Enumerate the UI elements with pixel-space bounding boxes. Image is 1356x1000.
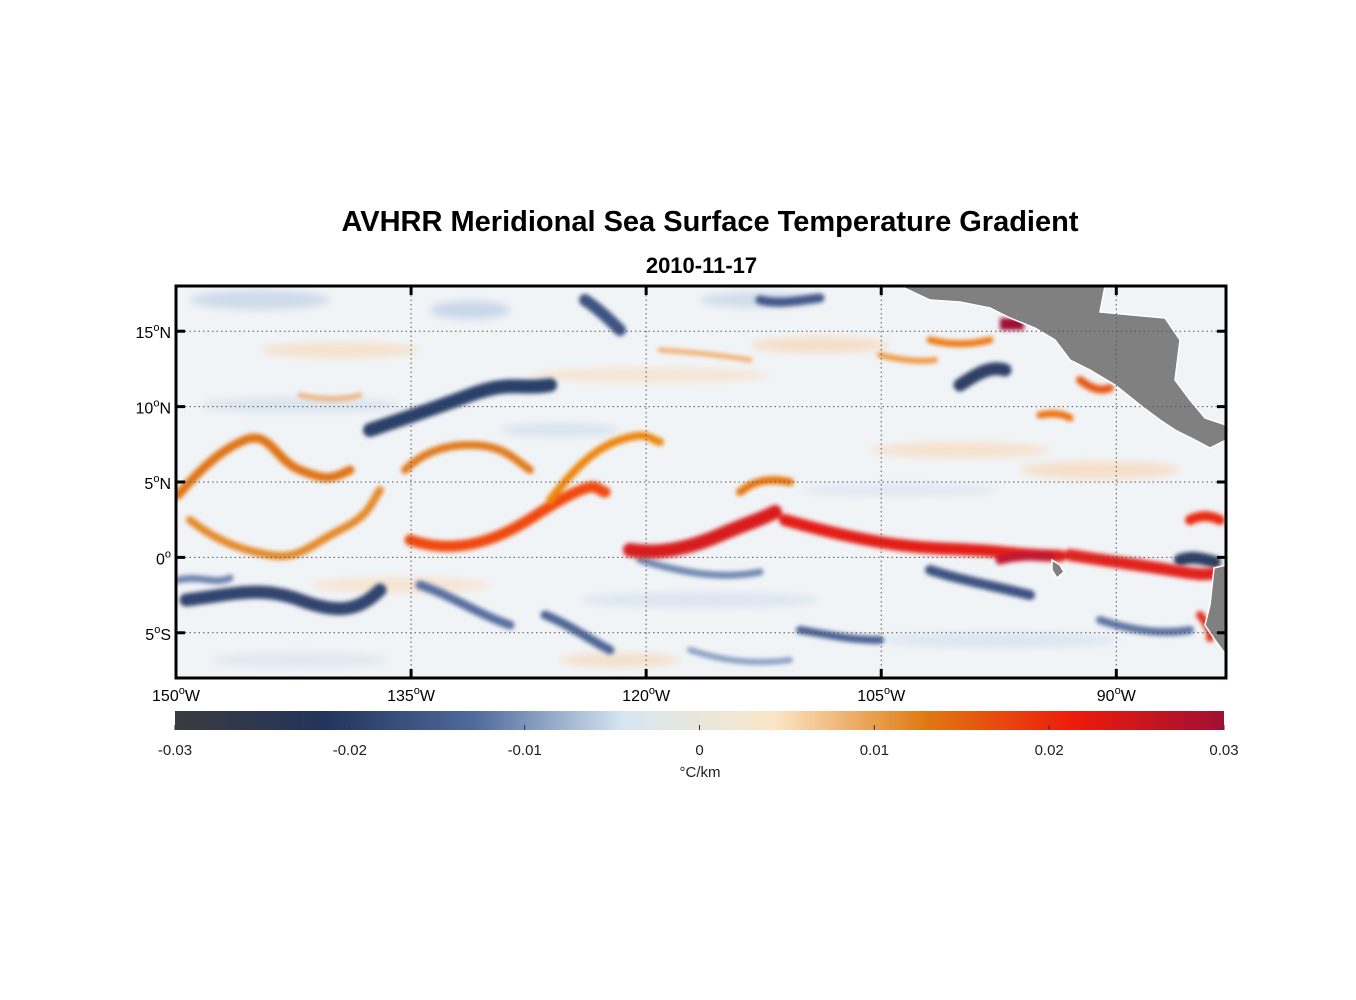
lon-tick-label: 90oW <box>1097 685 1137 705</box>
colorbar-tick-label: 0.03 <box>1209 742 1238 759</box>
figure-subtitle: 2010-11-17 <box>645 253 758 278</box>
colorbar-tick-label: 0.01 <box>860 742 889 759</box>
colorbar: -0.03 -0.02 -0.01 0 0.01 0.02 0.03 °C/km <box>158 711 1239 781</box>
warm-features <box>176 318 1226 642</box>
lon-tick-label: 135oW <box>387 685 436 705</box>
colorbar-tick-label: -0.03 <box>158 742 192 759</box>
colorbar-gradient <box>175 711 1224 730</box>
colorbar-tick-label: 0.02 <box>1035 742 1064 759</box>
lon-tick-label: 120oW <box>622 685 671 705</box>
lat-tick-label: 0o <box>156 548 171 568</box>
lon-tick-label: 150oW <box>152 685 201 705</box>
colorbar-unit-label: °C/km <box>680 764 721 781</box>
lat-tick-label: 5oN <box>144 473 171 493</box>
colorbar-ticks: -0.03 -0.02 -0.01 0 0.01 0.02 0.03 <box>158 725 1239 759</box>
figure-title: AVHRR Meridional Sea Surface Temperature… <box>341 206 1079 238</box>
colorbar-tick-label: -0.02 <box>333 742 367 759</box>
map-field-layer <box>176 286 1226 678</box>
lon-tick-label: 105oW <box>857 685 906 705</box>
cold-features <box>176 293 1221 665</box>
map-axis-ticks: 150oW 135oW 120oW 105oW 90oW 15oN 10oN 5oN 0o 5oS <box>136 286 1226 705</box>
lat-tick-label: 5oS <box>145 624 171 644</box>
colorbar-tick-label: -0.01 <box>508 742 542 759</box>
lat-tick-label: 10oN <box>136 398 171 418</box>
colorbar-tick-label: 0 <box>695 742 703 759</box>
lat-tick-label: 15oN <box>136 322 171 342</box>
